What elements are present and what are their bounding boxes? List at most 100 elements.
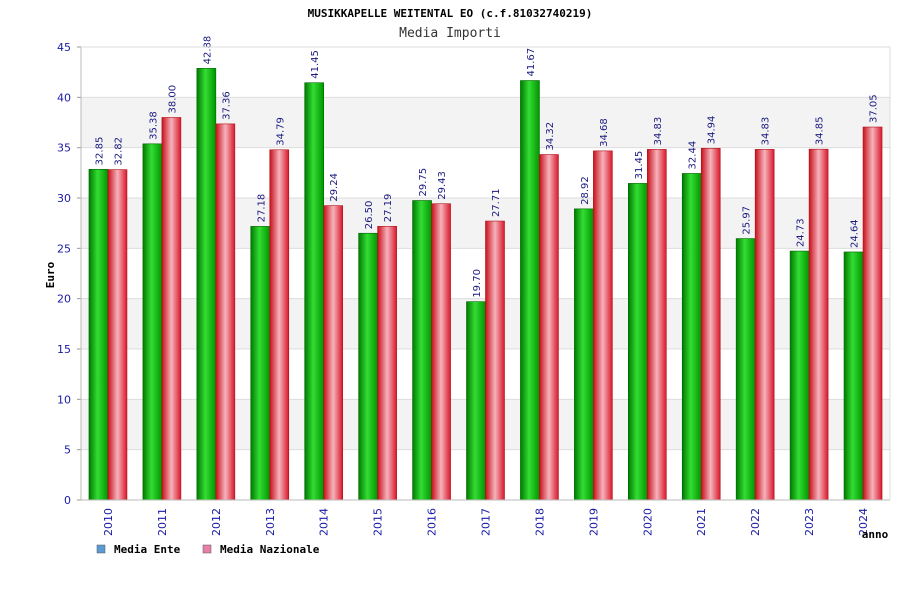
bar-media-ente — [735, 238, 756, 501]
bar-media-ente — [250, 226, 271, 501]
x-tick-label: 2015 — [372, 508, 385, 536]
data-label-media-nazionale: 34.85 — [815, 117, 826, 146]
bar-media-ente — [789, 250, 810, 501]
x-tick-label: 2022 — [749, 508, 762, 536]
bar-media-ente — [142, 143, 163, 501]
x-tick-label: 2021 — [695, 508, 708, 536]
y-tick-label: 45 — [57, 41, 71, 54]
data-label-media-ente: 28.92 — [580, 176, 591, 205]
bar-media-ente — [466, 301, 486, 501]
data-label-media-nazionale: 29.43 — [437, 171, 448, 200]
data-label-media-nazionale: 34.68 — [599, 118, 610, 147]
y-tick-label: 10 — [57, 393, 71, 406]
chart-subtitle: Media Importi — [399, 26, 501, 41]
data-label-media-ente: 19.70 — [472, 269, 483, 298]
data-labels: 32.85 32.82 35.38 38.00 42.88 37.36 27.18 34.79… — [94, 36, 879, 298]
x-axis-ticks: 2010 2011 2012 2013 2014 2015 2016 2017 2018 2019… — [102, 508, 870, 536]
x-tick-label: 2014 — [318, 508, 331, 536]
bar-media-nazionale — [593, 150, 613, 501]
bar-media-nazionale — [754, 149, 775, 501]
data-label-media-ente: 25.97 — [742, 206, 753, 235]
y-tick-label: 20 — [57, 293, 71, 306]
bar-media-ente — [574, 208, 594, 501]
x-tick-label: 2011 — [156, 508, 169, 536]
data-label-media-ente: 35.38 — [148, 111, 159, 140]
bar-media-nazionale — [107, 169, 128, 501]
bar-media-nazionale — [539, 154, 559, 501]
data-label-media-nazionale: 37.36 — [221, 91, 232, 120]
x-tick-label: 2020 — [641, 508, 654, 536]
y-tick-label: 35 — [57, 142, 71, 155]
data-label-media-ente: 42.88 — [202, 36, 213, 65]
y-tick-label: 25 — [57, 242, 71, 255]
legend-label-media-nazionale: Media Nazionale — [220, 543, 320, 556]
bar-media-ente — [412, 200, 432, 501]
legend-swatch-media-nazionale — [202, 544, 212, 554]
x-tick-label: 2016 — [426, 508, 439, 536]
legend-swatch-media-ente — [96, 544, 106, 554]
bar-media-nazionale — [700, 147, 721, 501]
data-label-media-ente: 24.73 — [796, 218, 807, 247]
x-tick-label: 2012 — [210, 508, 223, 536]
x-tick-label: 2017 — [480, 508, 493, 536]
axes — [80, 46, 891, 501]
bar-media-ente — [88, 169, 109, 501]
data-label-media-ente: 41.45 — [310, 50, 321, 79]
data-label-media-nazionale: 34.32 — [545, 122, 556, 151]
y-tick-label: 0 — [64, 494, 71, 507]
data-label-media-ente: 31.45 — [634, 151, 645, 180]
bars — [88, 68, 883, 501]
bar-media-nazionale — [808, 148, 829, 501]
x-tick-label: 2018 — [533, 508, 546, 536]
bar-media-ente — [627, 183, 648, 501]
data-label-media-nazionale: 27.71 — [491, 188, 502, 217]
data-label-media-nazionale: 34.94 — [707, 116, 718, 145]
bar-media-ente — [358, 232, 378, 501]
y-axis-ticks: 0 5 10 15 20 25 30 35 40 45 — [57, 41, 81, 507]
bar-media-nazionale — [377, 225, 397, 501]
bar-media-nazionale — [862, 126, 883, 501]
x-axis-label: anno — [862, 528, 889, 541]
legend: Media Ente Media Nazionale — [96, 543, 320, 556]
data-label-media-nazionale: 34.83 — [653, 117, 664, 146]
y-tick-label: 30 — [57, 192, 71, 205]
bar-media-nazionale — [431, 203, 451, 501]
data-label-media-nazionale: 29.24 — [329, 173, 340, 202]
bar-media-ente — [843, 251, 864, 501]
bar-media-nazionale — [215, 123, 236, 501]
data-label-media-ente: 27.18 — [256, 194, 267, 223]
data-label-media-ente: 32.44 — [688, 141, 699, 170]
y-tick-label: 15 — [57, 343, 71, 356]
x-tick-label: 2013 — [264, 508, 277, 536]
bar-media-ente — [196, 68, 217, 501]
x-tick-label: 2024 — [857, 508, 870, 536]
bar-media-nazionale — [161, 117, 182, 501]
data-label-media-nazionale: 37.05 — [869, 94, 880, 123]
bar-media-ente — [304, 82, 325, 501]
y-axis-label: Euro — [44, 261, 57, 288]
data-label-media-nazionale: 38.00 — [167, 85, 178, 114]
legend-label-media-ente: Media Ente — [114, 543, 181, 556]
bar-media-nazionale — [269, 149, 290, 501]
data-label-media-nazionale: 32.82 — [113, 137, 124, 166]
y-tick-label: 5 — [64, 444, 71, 457]
data-label-media-nazionale: 27.19 — [383, 194, 394, 223]
x-tick-label: 2019 — [587, 508, 600, 536]
data-label-media-nazionale: 34.83 — [761, 117, 772, 146]
data-label-media-ente: 32.85 — [94, 137, 105, 166]
y-tick-label: 40 — [57, 91, 71, 104]
x-tick-label: 2023 — [803, 508, 816, 536]
bar-media-nazionale — [485, 220, 505, 501]
chart-title: MUSIKKAPELLE WEITENTAL EO (c.f.810327402… — [308, 7, 593, 20]
data-label-media-ente: 26.50 — [364, 201, 375, 230]
data-label-media-ente: 24.64 — [850, 219, 861, 248]
bar-media-ente — [681, 173, 702, 501]
data-label-media-ente: 41.67 — [526, 48, 537, 77]
x-tick-label: 2010 — [102, 508, 115, 536]
bar-media-nazionale — [646, 149, 667, 501]
bar-media-nazionale — [323, 205, 344, 501]
data-label-media-nazionale: 34.79 — [275, 117, 286, 146]
data-label-media-ente: 29.75 — [418, 168, 429, 197]
